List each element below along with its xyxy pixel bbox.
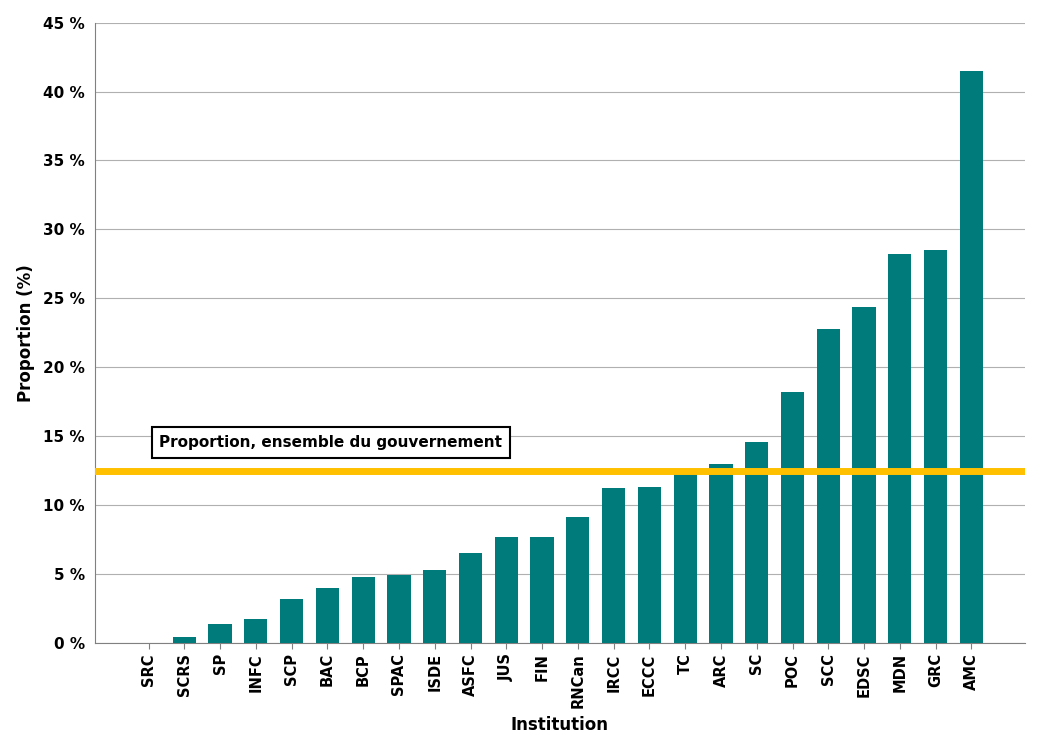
Bar xyxy=(173,638,196,643)
Bar xyxy=(710,463,733,643)
X-axis label: Institution: Institution xyxy=(511,716,609,734)
Bar xyxy=(351,577,375,643)
Bar xyxy=(780,392,804,643)
Bar xyxy=(924,250,947,643)
Bar xyxy=(817,329,840,643)
Bar xyxy=(423,570,446,643)
Bar xyxy=(280,599,303,643)
Bar xyxy=(316,588,339,643)
Text: Proportion, ensemble du gouvernement: Proportion, ensemble du gouvernement xyxy=(159,435,502,450)
Bar xyxy=(852,306,875,643)
Bar xyxy=(208,623,231,643)
Bar xyxy=(566,517,590,643)
Bar xyxy=(458,553,482,643)
Y-axis label: Proportion (%): Proportion (%) xyxy=(17,264,34,402)
Bar xyxy=(495,537,518,643)
Bar xyxy=(745,442,768,643)
Bar xyxy=(638,487,661,643)
Bar xyxy=(888,254,912,643)
Bar xyxy=(673,473,697,643)
Bar xyxy=(244,620,268,643)
Bar xyxy=(602,488,625,643)
Bar xyxy=(530,537,553,643)
Bar xyxy=(960,71,983,643)
Bar xyxy=(388,575,411,643)
